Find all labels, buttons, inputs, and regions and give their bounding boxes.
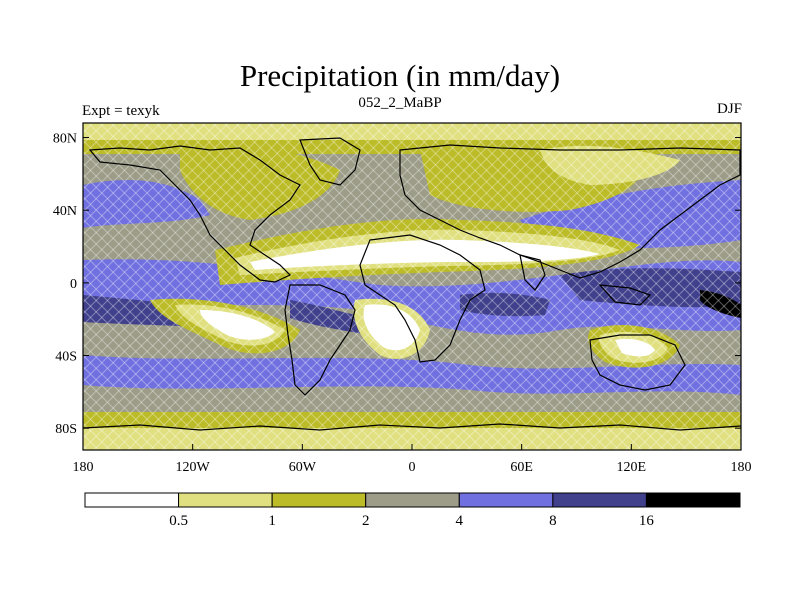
colorbar-level-label: 16 — [639, 513, 655, 529]
colorbar: 0.5 1 2 4 8 16 — [84, 492, 741, 529]
chart-subtitle: 052_2_MaBP — [358, 95, 442, 111]
lon-tick-label: 60W — [289, 460, 317, 475]
lat-tick-label: 40S — [55, 350, 77, 365]
lat-tick-label: 80N — [53, 132, 77, 147]
lon-tick-label: 120E — [617, 460, 647, 475]
lon-tick-label: 0 — [409, 460, 416, 475]
lat-tick-label: 80S — [55, 422, 77, 437]
colorbar-level-label: 0.5 — [169, 513, 188, 529]
latitude-axis: 80N 40N 0 40S 80S — [53, 132, 741, 437]
colorbar-swatch — [178, 492, 273, 508]
precipitation-field — [83, 123, 741, 450]
experiment-label: Expt = texyk — [82, 103, 160, 119]
colorbar-level-label: 1 — [268, 513, 276, 529]
longitude-axis: 180 120W 60W 0 60E 120E 180 — [73, 444, 752, 475]
season-label: DJF — [716, 101, 742, 117]
coastlines — [83, 137, 741, 431]
colorbar-swatch — [458, 492, 554, 508]
colorbar-level-label: 4 — [456, 513, 464, 529]
colorbar-swatch — [271, 492, 367, 508]
lon-tick-label: 120W — [176, 460, 211, 475]
colorbar-swatch — [645, 492, 741, 508]
colorbar-level-label: 8 — [549, 513, 557, 529]
chart-title: Precipitation (in mm/day) — [239, 58, 561, 93]
lon-tick-label: 60E — [510, 460, 533, 475]
colorbar-swatch — [365, 492, 460, 508]
colorbar-level-label: 2 — [362, 513, 370, 529]
colorbar-swatch — [552, 492, 647, 508]
lon-tick-label: 180 — [73, 460, 94, 475]
lon-tick-label: 180 — [731, 460, 752, 475]
lat-tick-label: 40N — [53, 204, 77, 219]
colorbar-swatch — [84, 492, 180, 508]
lat-tick-label: 0 — [70, 277, 77, 292]
